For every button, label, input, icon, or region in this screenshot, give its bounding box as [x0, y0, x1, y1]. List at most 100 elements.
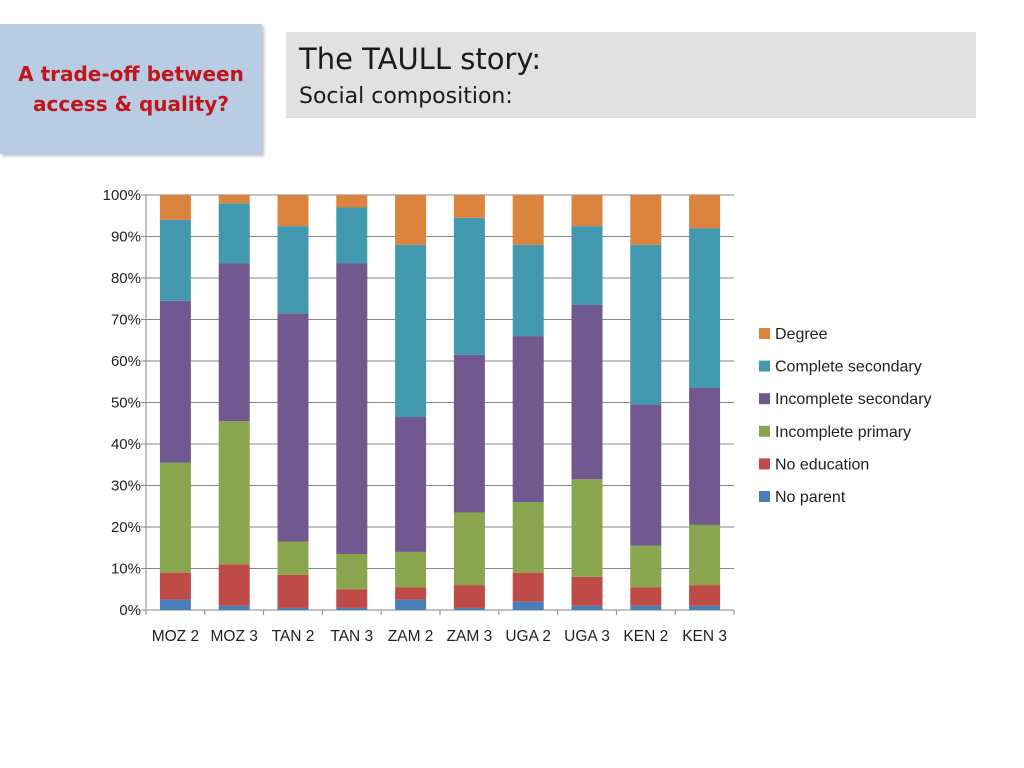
slide-title: The TAULL story: — [299, 42, 542, 76]
y-tick-label: 100% — [103, 187, 141, 204]
bar-segment — [336, 607, 368, 610]
bar-segment — [512, 336, 544, 503]
bar-segment — [630, 404, 662, 546]
bar-segment — [571, 226, 603, 305]
bar-segment — [453, 512, 485, 586]
bar-segment — [218, 263, 250, 422]
bar-segment — [395, 195, 427, 245]
bar-segment — [512, 244, 544, 337]
bar-segment — [395, 417, 427, 552]
x-tick-label: MOZ 3 — [211, 628, 258, 645]
question-box: A trade-off between access & quality? — [0, 24, 262, 154]
x-tick-label: TAN 2 — [272, 628, 315, 645]
bar-segment — [277, 313, 309, 542]
y-tick-label: 10% — [111, 561, 141, 578]
bar-segment — [689, 524, 721, 586]
x-tick-label: UGA 3 — [564, 628, 610, 645]
bar-segment — [453, 607, 485, 610]
bar-segment — [689, 387, 721, 525]
question-line-2: access & quality? — [33, 92, 229, 116]
legend-label: Degree — [775, 326, 828, 343]
bar-segment — [512, 502, 544, 573]
bar-segment — [277, 607, 309, 610]
bar-segment — [336, 553, 368, 590]
bar-segment — [277, 574, 309, 608]
legend-swatch — [759, 360, 770, 372]
bar-segment — [336, 195, 368, 208]
legend-label: Incomplete primary — [775, 424, 911, 441]
y-tick-label: 70% — [111, 312, 141, 329]
y-tick-label: 30% — [111, 478, 141, 495]
bar-segment — [689, 195, 721, 229]
bar-segment — [159, 462, 191, 573]
bar-segment — [630, 195, 662, 245]
bar-segment — [453, 217, 485, 355]
legend-label: Incomplete secondary — [775, 391, 932, 408]
bar-segment — [277, 195, 309, 227]
y-tick-label: 60% — [111, 353, 141, 370]
bar-segment — [571, 576, 603, 606]
bar-segment — [689, 585, 721, 606]
bar-segment — [218, 195, 250, 204]
bar-segment — [218, 421, 250, 565]
bar-segment — [218, 203, 250, 264]
x-tick-label: MOZ 2 — [152, 628, 199, 645]
bar-segment — [336, 207, 368, 264]
bar-segment — [218, 605, 250, 610]
legend-swatch — [759, 458, 770, 470]
legend-swatch — [759, 328, 770, 339]
bar-segment — [159, 300, 191, 463]
x-tick-label: TAN 3 — [330, 628, 373, 645]
bar-segment — [571, 479, 603, 577]
y-tick-label: 50% — [111, 395, 141, 412]
y-tick-label: 80% — [111, 270, 141, 287]
bar-segment — [277, 541, 309, 575]
question-text: A trade-off between access & quality? — [16, 59, 246, 119]
x-tick-label: ZAM 2 — [388, 628, 434, 645]
bar-segment — [159, 572, 191, 600]
bar-segment — [689, 228, 721, 388]
y-tick-label: 0% — [119, 602, 141, 619]
x-tick-label: UGA 2 — [505, 628, 551, 645]
bar-segment — [218, 564, 250, 606]
bar-segment — [159, 599, 191, 610]
legend-label: No education — [775, 456, 869, 473]
x-tick-label: KEN 2 — [623, 628, 668, 645]
x-tick-label: ZAM 3 — [447, 628, 493, 645]
legend-swatch — [759, 425, 770, 437]
bar-segment — [453, 585, 485, 608]
bar-segment — [336, 263, 368, 554]
bar-segment — [512, 601, 544, 610]
y-tick-label: 90% — [111, 229, 141, 246]
legend-label: No parent — [775, 489, 846, 506]
bar-segment — [630, 545, 662, 588]
bar-segment — [277, 226, 309, 314]
bar-segment — [395, 244, 427, 418]
bar-segment — [395, 587, 427, 600]
y-tick-label: 40% — [111, 436, 141, 453]
bar-segment — [453, 195, 485, 218]
bar-segment — [571, 195, 603, 227]
bar-segment — [630, 587, 662, 606]
bar-segment — [689, 605, 721, 610]
question-line-1: A trade-off between — [18, 62, 244, 86]
bar-segment — [630, 605, 662, 610]
y-tick-label: 20% — [111, 519, 141, 536]
legend-label: Complete secondary — [775, 359, 922, 376]
bar-segment — [395, 551, 427, 588]
x-tick-label: KEN 3 — [682, 628, 727, 645]
bar-segment — [512, 572, 544, 602]
title-box: The TAULL story: Social composition: — [286, 32, 976, 118]
bar-segment — [159, 195, 191, 220]
bar-segment — [453, 354, 485, 513]
bar-segment — [571, 304, 603, 480]
legend-swatch — [759, 393, 770, 405]
slide-subtitle: Social composition: — [299, 84, 513, 109]
bar-segment — [336, 589, 368, 608]
legend-swatch — [759, 491, 770, 502]
bar-segment — [630, 244, 662, 405]
bar-segment — [395, 599, 427, 610]
bar-segment — [159, 219, 191, 301]
bar-segment — [512, 195, 544, 245]
